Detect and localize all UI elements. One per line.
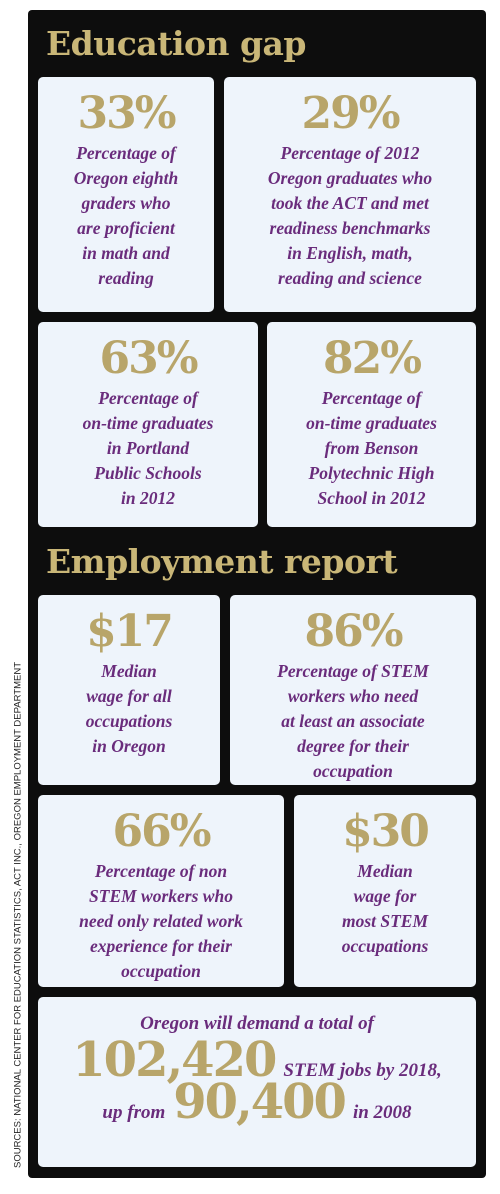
stat-card: 86% Percentage of STEM workers who need at … — [230, 595, 476, 785]
stat-card: 82% Percentage of on-time graduates from Be… — [267, 322, 476, 527]
stat-description: wage for — [353, 886, 417, 906]
stat-description: Median — [357, 861, 413, 881]
summary-card: Oregon will demand a total of 102,420 ST… — [38, 997, 476, 1167]
stat-description: need only related work — [79, 911, 243, 931]
stat-description: School in 2012 — [317, 488, 426, 508]
stat-description: occupations — [341, 936, 429, 956]
stat-description: readiness benchmarks — [269, 218, 431, 238]
stat-description: experience for their — [90, 936, 232, 956]
stat-description: most STEM — [341, 911, 429, 931]
stat-description: reading and science — [278, 268, 422, 288]
summary-text: STEM jobs by 2018, — [283, 1060, 442, 1081]
stat-description: Oregon eighth — [73, 168, 179, 188]
summary-row: 102,420 STEM jobs by 2018, — [72, 1032, 441, 1088]
stat-description: Public Schools — [94, 463, 202, 483]
stat-description: from Benson — [324, 438, 419, 458]
stat-description: occupation — [313, 761, 393, 781]
stat-value: 29% — [301, 88, 400, 139]
stat-description: Polytechnic High — [308, 463, 435, 483]
stat-value: 33% — [77, 88, 176, 139]
stat-description: degree for their — [297, 736, 409, 756]
stat-description: Percentage of — [76, 143, 176, 163]
stat-description: Percentage of — [321, 388, 422, 408]
summary-number: 102,420 — [72, 1032, 277, 1088]
stat-description: Percentage of — [98, 388, 198, 408]
stat-description: Median — [101, 661, 157, 681]
stat-description: in math and — [82, 243, 170, 263]
stat-description: are proficient — [77, 218, 175, 238]
stat-description: on-time graduates — [306, 413, 437, 433]
summary-intro: Oregon will demand a total of — [140, 1013, 374, 1034]
stat-description: Percentage of 2012 — [280, 143, 420, 163]
stat-card: 33% Percentage of Oregon eighth graders who… — [38, 77, 214, 312]
stat-value: $17 — [86, 606, 174, 657]
stat-description: occupations — [85, 711, 173, 731]
stat-description: Percentage of STEM — [277, 661, 429, 681]
section-heading: Education gap — [46, 24, 307, 63]
stat-description: workers who need — [287, 686, 419, 706]
stat-description: took the ACT and met — [271, 193, 429, 213]
stat-card: $30 Median wage for most STEM occupations — [294, 795, 476, 987]
stat-description: at least an associate — [281, 711, 425, 731]
stat-card: 29% Percentage of 2012 Oregon graduates wh… — [224, 77, 476, 312]
stat-description: occupation — [121, 961, 201, 981]
summary-text: up from — [102, 1102, 166, 1123]
summary-text: in 2008 — [352, 1102, 412, 1123]
stat-card: 66% Percentage of non STEM workers who need… — [38, 795, 284, 987]
stat-value: 66% — [112, 806, 211, 857]
stat-description: in English, math, — [287, 243, 413, 263]
stat-description: STEM workers who — [89, 886, 233, 906]
stat-description: Percentage of non — [94, 861, 228, 881]
stat-description: reading — [98, 268, 154, 288]
sources: SOURCES: NATIONAL CENTER FOR EDUCATION S… — [12, 661, 24, 1169]
summary-number: 90,400 — [173, 1074, 347, 1130]
section-heading: Employment report — [46, 542, 398, 581]
stat-description: graders who — [81, 193, 171, 213]
stat-description: in 2012 — [121, 488, 175, 508]
stat-value: 82% — [322, 333, 422, 384]
summary-row: up from 90,400 in 2008 — [102, 1074, 411, 1130]
stat-value: 63% — [99, 333, 198, 384]
stat-value: 86% — [304, 606, 403, 657]
stat-card: $17 Median wage for all occupations in Orego… — [38, 595, 220, 785]
stat-description: in Oregon — [92, 736, 166, 756]
stat-value: $30 — [342, 806, 430, 857]
stat-description: wage for all — [86, 686, 172, 706]
stat-description: on-time graduates — [82, 413, 214, 433]
stat-card: 63% Percentage of on-time graduates in Port… — [38, 322, 258, 527]
stat-description: in Portland — [106, 438, 190, 458]
stat-description: Oregon graduates who — [267, 168, 433, 188]
